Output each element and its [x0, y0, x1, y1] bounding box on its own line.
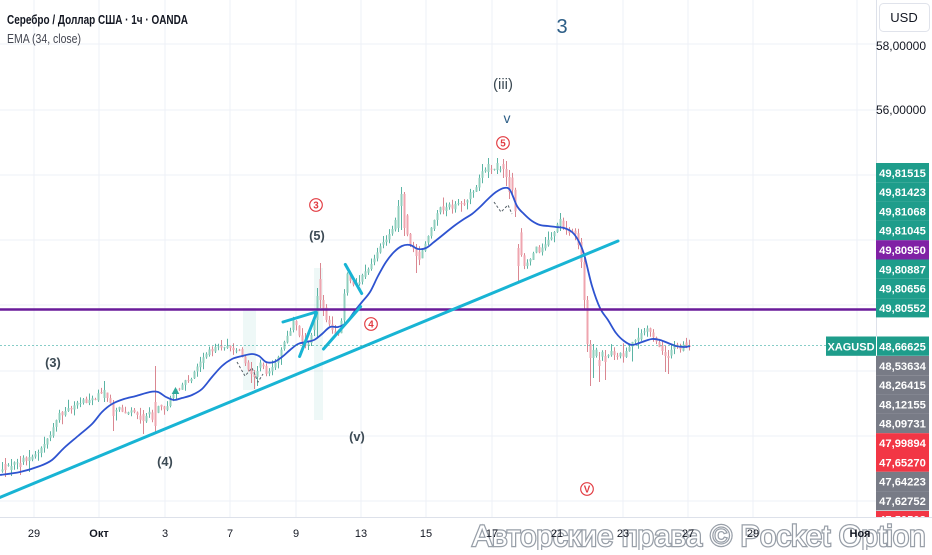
- svg-text:48,09731: 48,09731: [879, 419, 926, 431]
- svg-text:27: 27: [682, 528, 694, 540]
- svg-text:58,00000: 58,00000: [876, 39, 926, 53]
- svg-text:49,80552: 49,80552: [879, 303, 926, 315]
- svg-text:7: 7: [227, 528, 233, 540]
- svg-text:49,81068: 49,81068: [879, 206, 926, 218]
- svg-text:(iii): (iii): [493, 76, 513, 93]
- svg-text:v: v: [504, 110, 511, 126]
- svg-text:29: 29: [747, 528, 759, 540]
- svg-text:Окт: Окт: [89, 528, 109, 540]
- svg-text:48,26415: 48,26415: [879, 380, 926, 392]
- svg-text:48,12155: 48,12155: [879, 399, 926, 411]
- svg-text:49,81423: 49,81423: [879, 187, 926, 199]
- svg-text:5: 5: [500, 138, 506, 149]
- svg-text:47,50503: 47,50503: [879, 514, 926, 526]
- svg-text:Ноя: Ноя: [850, 528, 871, 540]
- svg-text:49,80656: 49,80656: [879, 284, 926, 296]
- svg-text:Авторские права © Pocket Optio: Авторские права © Pocket Option: [472, 520, 925, 550]
- svg-text:(4): (4): [157, 454, 173, 469]
- svg-text:47,62752: 47,62752: [879, 496, 926, 508]
- svg-text:47,64223: 47,64223: [879, 477, 926, 489]
- svg-text:29: 29: [28, 528, 40, 540]
- svg-text:XAGUSD: XAGUSD: [827, 341, 874, 353]
- svg-text:3: 3: [162, 528, 168, 540]
- svg-text:49,81045: 49,81045: [879, 226, 926, 238]
- svg-text:(3): (3): [45, 355, 61, 370]
- svg-text:Серебро / Доллар США · 1ч · OA: Серебро / Доллар США · 1ч · OANDA: [7, 12, 188, 27]
- svg-text:49,80887: 49,80887: [879, 264, 926, 276]
- svg-text:(5): (5): [309, 228, 325, 243]
- svg-text:49,81515: 49,81515: [879, 168, 926, 180]
- svg-text:48,66625: 48,66625: [879, 341, 926, 353]
- svg-text:3: 3: [556, 16, 567, 38]
- svg-text:(v): (v): [349, 429, 365, 444]
- svg-text:13: 13: [355, 528, 367, 540]
- svg-text:23: 23: [617, 528, 629, 540]
- svg-text:17: 17: [486, 528, 498, 540]
- svg-text:47,65270: 47,65270: [879, 457, 926, 469]
- svg-text:4: 4: [368, 319, 374, 330]
- svg-text:47,99894: 47,99894: [879, 438, 926, 450]
- svg-text:9: 9: [293, 528, 299, 540]
- svg-text:56,00000: 56,00000: [876, 103, 926, 117]
- svg-text:USD: USD: [890, 10, 917, 25]
- svg-text:EMA (34, close): EMA (34, close): [7, 32, 81, 46]
- svg-text:21: 21: [551, 528, 563, 540]
- svg-text:15: 15: [420, 528, 432, 540]
- svg-text:3: 3: [313, 200, 319, 211]
- svg-text:48,53634: 48,53634: [879, 361, 926, 373]
- svg-text:49,80950: 49,80950: [879, 245, 926, 257]
- svg-text:V: V: [584, 484, 591, 495]
